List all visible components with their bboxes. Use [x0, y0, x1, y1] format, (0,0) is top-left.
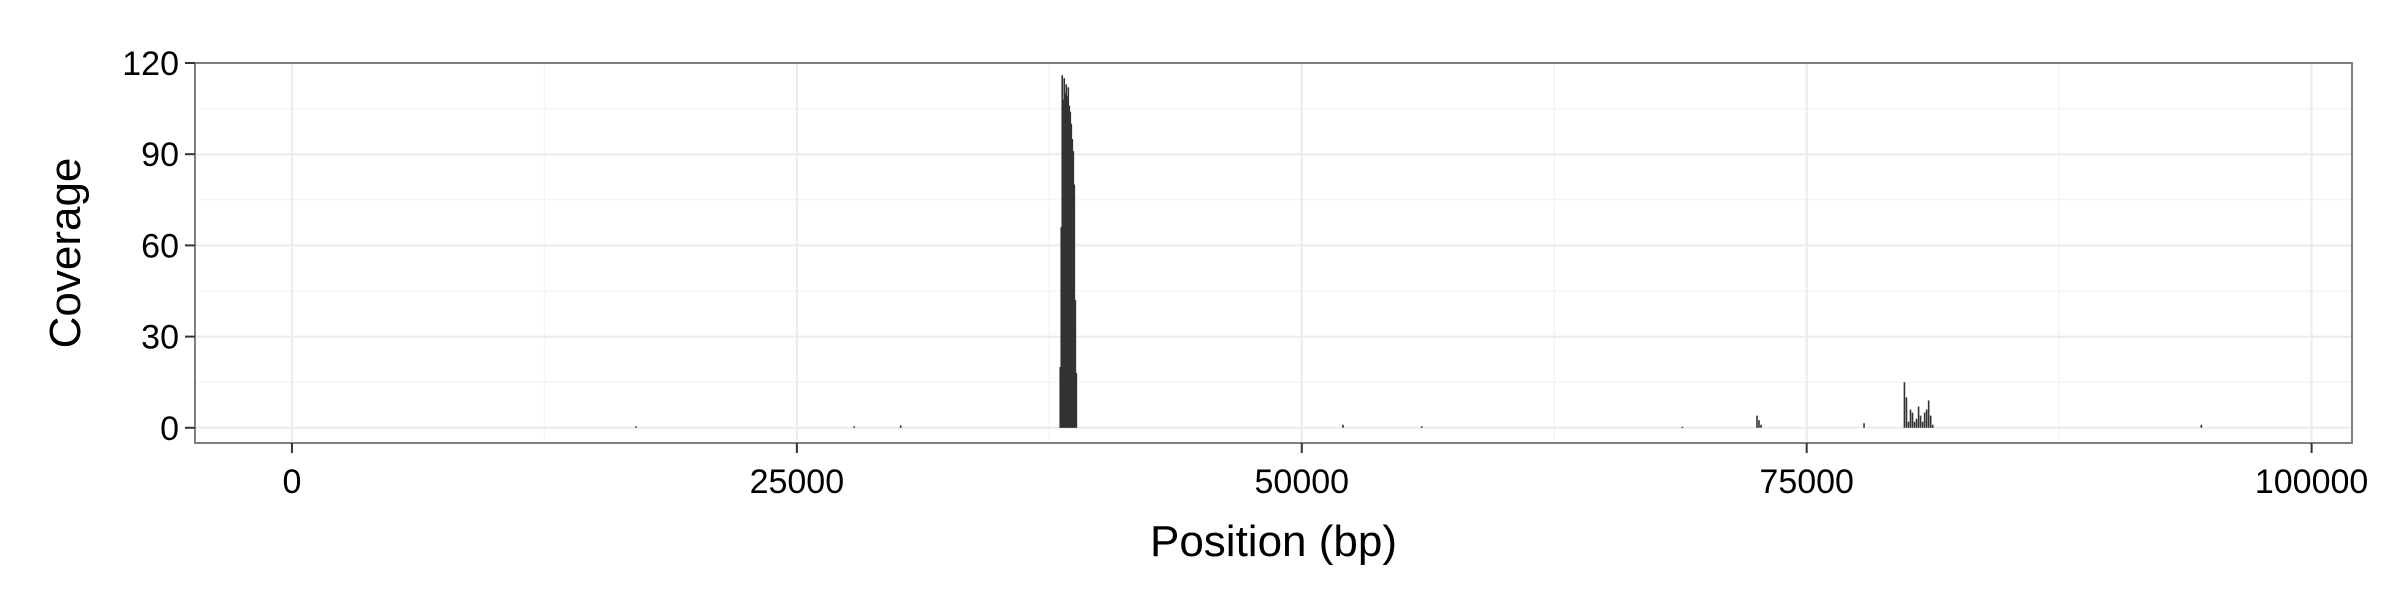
- coverage-bar: [1909, 409, 1912, 428]
- coverage-bar: [1929, 415, 1932, 428]
- coverage-bar: [1062, 99, 1065, 428]
- coverage-bar: [1915, 418, 1918, 428]
- coverage-bar: [853, 426, 856, 428]
- coverage-bar: [1071, 139, 1074, 428]
- y-tick-label: 90: [141, 136, 179, 174]
- coverage-bar: [1075, 373, 1078, 428]
- coverage-bar: [1927, 400, 1930, 428]
- coverage-bar: [1067, 87, 1070, 428]
- coverage-bar: [1913, 421, 1916, 428]
- coverage-bar: [1060, 227, 1063, 428]
- coverage-bar: [1863, 423, 1865, 428]
- coverage-bar: [1756, 415, 1758, 428]
- x-tick-label: 25000: [750, 463, 845, 501]
- coverage-bar: [635, 426, 637, 428]
- coverage-bar: [1911, 412, 1914, 428]
- coverage-bar: [1925, 409, 1928, 428]
- coverage-bar: [1072, 151, 1075, 428]
- x-tick-label: 50000: [1255, 463, 1350, 501]
- y-tick-label: 0: [160, 410, 179, 448]
- coverage-bar: [1342, 424, 1344, 428]
- coverage-bar: [1073, 184, 1076, 428]
- coverage-bar: [1681, 426, 1684, 428]
- x-tick-label: 100000: [2255, 463, 2368, 501]
- x-axis-title: Position (bp): [1150, 517, 1397, 566]
- x-tick-label: 0: [282, 463, 301, 501]
- y-tick-label: 60: [141, 227, 179, 265]
- y-tick-label: 120: [122, 45, 179, 83]
- coverage-bar: [1760, 424, 1762, 428]
- y-axis: 0 30 60 90 120: [122, 45, 195, 448]
- coverage-bar: [1921, 421, 1924, 428]
- coverage-bar: [1903, 382, 1906, 428]
- coverage-bar: [1061, 75, 1064, 428]
- coverage-bar: [1923, 412, 1926, 428]
- coverage-bar: [1905, 397, 1908, 428]
- panel-background: [195, 63, 2352, 443]
- coverage-bar: [1907, 421, 1910, 428]
- coverage-bar: [1065, 84, 1068, 428]
- coverage-bar: [2200, 424, 2203, 428]
- coverage-bar: [1919, 415, 1922, 428]
- coverage-bar: [1074, 300, 1077, 428]
- coverage-bar: [1931, 424, 1934, 428]
- coverage-bar: [899, 425, 902, 428]
- coverage-bar: [1420, 426, 1423, 428]
- coverage-bar: [1068, 105, 1071, 428]
- y-tick-label: 30: [141, 319, 179, 357]
- y-axis-title: Coverage: [41, 158, 90, 349]
- coverage-bar: [1917, 406, 1920, 428]
- x-tick-label: 75000: [1759, 463, 1854, 501]
- coverage-bar: [1758, 420, 1760, 428]
- coverage-bar: [1066, 96, 1069, 428]
- coverage-bars: [635, 75, 2203, 428]
- coverage-bar: [1064, 93, 1067, 428]
- coverage-bar: [1070, 123, 1073, 428]
- coverage-bar: [1069, 111, 1072, 428]
- coverage-bar: [1059, 367, 1062, 428]
- coverage-bar: [1063, 78, 1066, 428]
- minor-gridlines: [195, 63, 2352, 443]
- x-axis: 0 25000 50000 75000 100000: [282, 443, 2368, 501]
- panel-border: [194, 62, 2353, 444]
